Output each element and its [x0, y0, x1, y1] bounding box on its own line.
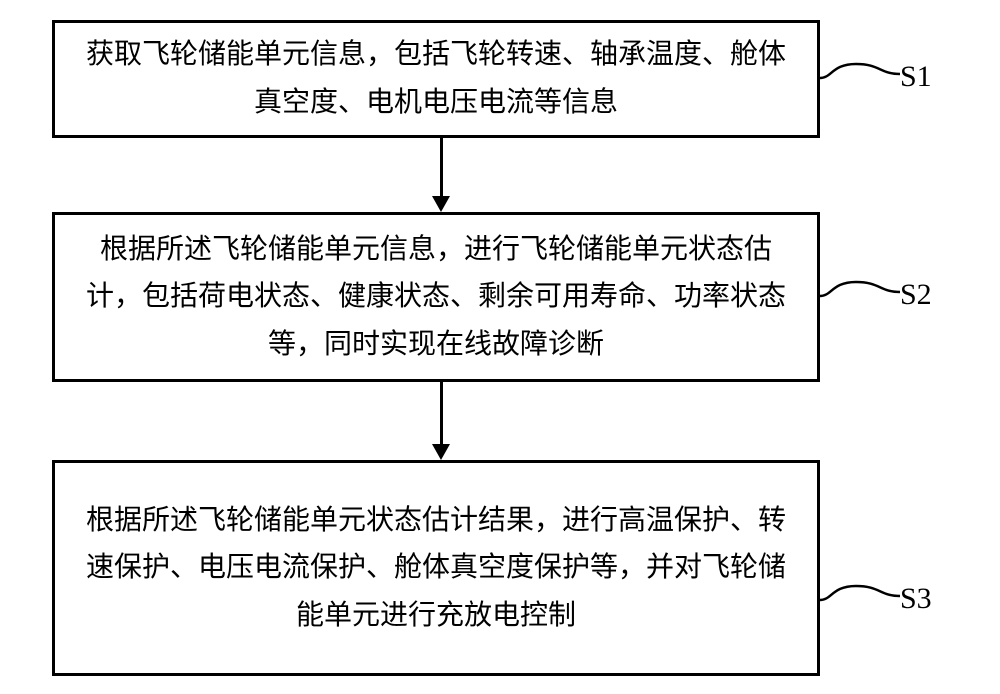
connector-s1 [820, 50, 900, 90]
flowchart-node-s2: 根据所述飞轮储能单元信息，进行飞轮储能单元状态估计，包括荷电状态、健康状态、剩余… [52, 212, 820, 382]
node-text: 根据所述飞轮储能单元信息，进行飞轮储能单元状态估计，包括荷电状态、健康状态、剩余… [75, 226, 797, 369]
step-label-s1: S1 [900, 60, 932, 94]
connector-s2 [820, 268, 900, 308]
step-label-s3: S3 [900, 582, 932, 616]
flowchart-node-s3: 根据所述飞轮储能单元状态估计结果，进行高温保护、转速保护、电压电流保护、舱体真空… [52, 460, 820, 676]
connector-s3 [820, 572, 900, 612]
arrow-1 [432, 382, 450, 460]
node-text: 获取飞轮储能单元信息，包括飞轮转速、轴承温度、舱体真空度、电机电压电流等信息 [75, 31, 797, 126]
flowchart-canvas: 获取飞轮储能单元信息，包括飞轮转速、轴承温度、舱体真空度、电机电压电流等信息 S… [0, 0, 1000, 694]
node-text: 根据所述飞轮储能单元状态估计结果，进行高温保护、转速保护、电压电流保护、舱体真空… [75, 497, 797, 640]
flowchart-node-s1: 获取飞轮储能单元信息，包括飞轮转速、轴承温度、舱体真空度、电机电压电流等信息 [52, 20, 820, 138]
arrow-0 [432, 138, 450, 212]
step-label-s2: S2 [900, 278, 932, 312]
